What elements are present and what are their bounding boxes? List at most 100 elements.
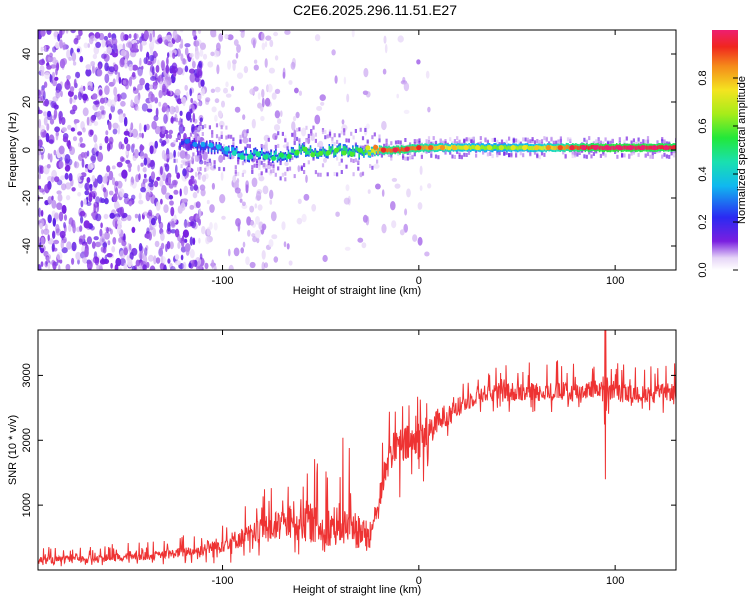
noise-speck [192, 112, 196, 123]
ridge-halo [199, 122, 202, 126]
noise-speck [419, 165, 423, 175]
ridge-halo [279, 176, 282, 181]
noise-speck [153, 180, 159, 188]
ridge-core [480, 145, 483, 150]
noise-speck [168, 183, 174, 189]
ridge-core [446, 145, 448, 150]
noise-speck [96, 68, 103, 77]
ridge-halo [265, 144, 268, 149]
ridge-halo [672, 153, 676, 158]
noise-speck [188, 262, 192, 269]
noise-speck [43, 111, 48, 117]
ridge-halo [437, 155, 440, 160]
noise-speck [129, 182, 133, 187]
noise-speck [121, 169, 128, 179]
noise-speck [150, 159, 156, 170]
noise-speck [53, 30, 58, 40]
noise-speck [49, 52, 53, 58]
noise-speck [66, 140, 70, 147]
ridge-halo [241, 161, 244, 166]
ridge-halo [418, 140, 421, 145]
noise-speck [112, 122, 119, 129]
noise-speck [373, 163, 380, 169]
noise-speck [191, 156, 194, 161]
noise-speck [316, 106, 323, 111]
noise-speck [69, 97, 73, 105]
noise-speck [154, 52, 158, 57]
noise-speck [271, 234, 278, 240]
noise-speck [93, 121, 99, 126]
ridge-halo [345, 138, 348, 143]
noise-speck [114, 95, 118, 103]
ridge-core [199, 146, 202, 151]
noise-speck [260, 32, 265, 42]
noise-speck [189, 52, 194, 58]
noise-speck [51, 199, 57, 209]
noise-speck [384, 43, 388, 54]
noise-speck [236, 72, 244, 79]
noise-speck [219, 194, 226, 204]
ridge-halo [397, 151, 400, 156]
ridge-halo [310, 129, 313, 134]
noise-speck [117, 224, 122, 235]
ridge-halo [178, 135, 181, 140]
noise-speck [138, 213, 141, 222]
noise-speck [237, 222, 241, 232]
ridge-halo [599, 153, 602, 158]
ridge-halo [571, 151, 574, 156]
noise-speck [70, 30, 76, 34]
ridge-halo [336, 156, 339, 161]
ridge-core [623, 145, 626, 150]
noise-speck [128, 166, 132, 173]
noise-speck [80, 143, 86, 148]
noise-speck [124, 50, 130, 60]
noise-speck [391, 220, 397, 229]
noise-speck [233, 247, 240, 257]
ridge-halo [366, 139, 369, 144]
noise-speck [159, 262, 165, 270]
noise-speck [106, 227, 109, 234]
ridge-halo [314, 132, 317, 137]
ridge-core [636, 145, 638, 150]
ridge-halo [253, 163, 256, 168]
ridge-peak [510, 145, 516, 151]
noise-speck [105, 130, 109, 136]
ridge-core [250, 152, 252, 156]
ridge-halo [225, 125, 228, 130]
noise-speck [124, 58, 128, 64]
ridge-core [182, 140, 185, 145]
noise-speck [190, 175, 195, 181]
ridge-halo [298, 127, 301, 132]
noise-speck [141, 40, 147, 46]
ridge-core [601, 146, 604, 151]
ridge-halo [267, 161, 270, 166]
noise-speck [189, 72, 196, 83]
noise-speck [381, 189, 385, 197]
ridge-peak [439, 145, 445, 151]
noise-speck [131, 128, 138, 138]
noise-speck [261, 223, 267, 231]
ridge-halo [625, 136, 628, 141]
ridge-halo [255, 163, 259, 168]
ridge-core [496, 146, 499, 151]
noise-speck [61, 204, 67, 214]
noise-speck [256, 237, 260, 244]
noise-speck [351, 30, 355, 38]
ridge-halo [611, 138, 614, 143]
noise-speck [38, 139, 43, 148]
ridge-halo [187, 161, 190, 166]
ridge-halo [486, 139, 489, 144]
noise-speck [206, 226, 211, 236]
noise-speck [80, 175, 85, 181]
noise-speck [99, 145, 103, 150]
ridge-core [504, 145, 506, 150]
ridge-halo [465, 153, 468, 157]
ridge-core [659, 145, 662, 150]
ridge-halo [303, 163, 306, 168]
ridge-halo [277, 143, 280, 148]
noise-speck [176, 172, 181, 179]
noise-speck [55, 42, 60, 49]
spectrogram-x-ticks: -100 0 100 [212, 30, 624, 287]
ridge-peak [451, 145, 457, 151]
ridge-core [206, 142, 208, 147]
